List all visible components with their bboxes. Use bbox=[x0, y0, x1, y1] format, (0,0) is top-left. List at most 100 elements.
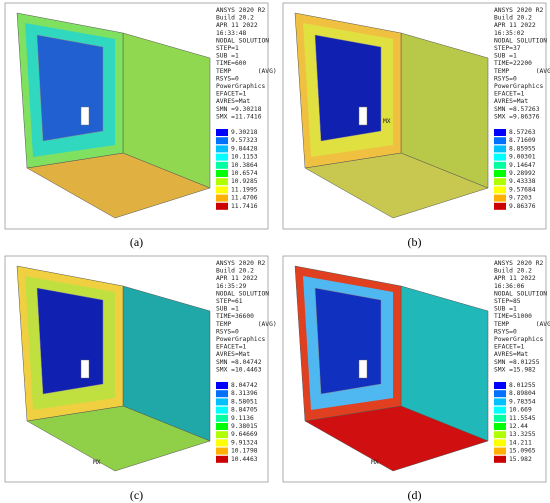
legend-value: 8.89804 bbox=[509, 390, 536, 397]
header-line: SUB =1 bbox=[216, 306, 239, 313]
mx-label: MX bbox=[93, 459, 101, 466]
legend-swatch bbox=[494, 137, 506, 145]
header-line: SUB =1 bbox=[216, 53, 239, 60]
legend-value: 8.57263 bbox=[509, 129, 536, 136]
header-line: STEP=61 bbox=[216, 298, 243, 305]
header-line: TIME=22200 bbox=[494, 60, 532, 67]
legend-swatch bbox=[494, 178, 506, 186]
legend-value: 9.28992 bbox=[509, 170, 536, 177]
panel-caption: (a) bbox=[130, 235, 143, 249]
header-line: RSYS=0 bbox=[494, 75, 517, 82]
header-line: PowerGraphics bbox=[494, 336, 543, 343]
legend-value: 9.00301 bbox=[509, 154, 536, 161]
header-line: TEMP (AVG) bbox=[494, 321, 550, 328]
header-line: ANSYS 2020 R2 bbox=[216, 260, 265, 267]
legend-value: 9.57684 bbox=[509, 186, 536, 193]
legend-swatch bbox=[216, 161, 228, 169]
legend-swatch bbox=[216, 137, 228, 145]
mx-label: MX bbox=[371, 459, 379, 466]
legend-swatch bbox=[216, 382, 228, 389]
legend-value: 15.0965 bbox=[509, 448, 536, 455]
header-line: NODAL SOLUTION bbox=[494, 37, 547, 44]
legend-value: 9.43338 bbox=[509, 178, 536, 185]
window-opening bbox=[80, 106, 90, 126]
header-line: TIME=51000 bbox=[494, 313, 532, 320]
box-window bbox=[314, 34, 382, 142]
legend-value: 15.982 bbox=[509, 456, 532, 463]
legend-value: 11.7416 bbox=[231, 203, 258, 210]
legend-swatch bbox=[494, 186, 506, 194]
header-line: SMN =8.57263 bbox=[494, 106, 540, 113]
legend-swatch bbox=[216, 406, 228, 414]
legend-swatch bbox=[216, 398, 228, 406]
legend-swatch bbox=[216, 423, 228, 430]
legend-value: 10.1798 bbox=[231, 448, 258, 455]
legend-swatch bbox=[494, 170, 506, 177]
header-line: Build 20.2 bbox=[494, 268, 532, 275]
header-line: PowerGraphics bbox=[216, 83, 265, 90]
legend-value: 12.44 bbox=[509, 423, 528, 430]
legend-value: 10.3864 bbox=[231, 162, 258, 169]
legend-value: 9.86376 bbox=[509, 203, 536, 210]
header-line: SMN =8.01255 bbox=[494, 359, 540, 366]
header-line: STEP=1 bbox=[216, 45, 239, 52]
legend-swatch bbox=[216, 194, 228, 202]
header-line: SUB =1 bbox=[494, 306, 517, 313]
legend-value: 8.01255 bbox=[509, 382, 536, 389]
header-line: ANSYS 2020 R2 bbox=[494, 7, 543, 14]
legend-value: 9.1136 bbox=[231, 415, 254, 422]
legend-swatch bbox=[494, 455, 506, 463]
header-line: ANSYS 2020 R2 bbox=[494, 260, 543, 267]
legend-swatch bbox=[494, 153, 506, 161]
header-line: APR 11 2022 bbox=[216, 22, 258, 29]
header-line: ANSYS 2020 R2 bbox=[216, 7, 265, 14]
header-line: NODAL SOLUTION bbox=[216, 290, 269, 297]
header-line: TIME=36600 bbox=[216, 313, 254, 320]
legend-swatch bbox=[494, 202, 506, 210]
header-line: AVRES=Mat bbox=[216, 351, 250, 358]
legend-swatch bbox=[494, 398, 506, 406]
header-line: 16:35:02 bbox=[494, 30, 525, 37]
legend-value: 8.58051 bbox=[231, 398, 258, 405]
legend-value: 9.7203 bbox=[509, 195, 532, 202]
box-window bbox=[314, 287, 382, 395]
legend-value: 11.4706 bbox=[231, 195, 258, 202]
header-line: Build 20.2 bbox=[216, 268, 254, 275]
header-line: STEP=85 bbox=[494, 298, 521, 305]
legend-value: 14.211 bbox=[509, 439, 532, 446]
header-line: TEMP (AVG) bbox=[216, 321, 277, 328]
header-line: AVRES=Mat bbox=[494, 351, 528, 358]
header-line: NODAL SOLUTION bbox=[494, 290, 547, 297]
legend-value: 8.04742 bbox=[231, 382, 258, 389]
legend-value: 9.78354 bbox=[509, 398, 536, 405]
legend-swatch bbox=[494, 161, 506, 169]
header-line: 16:36:06 bbox=[494, 283, 525, 290]
header-line: EFACET=1 bbox=[494, 91, 525, 98]
legend-swatch bbox=[494, 439, 506, 447]
legend-value: 10.1153 bbox=[231, 154, 258, 161]
header-line: EFACET=1 bbox=[216, 344, 247, 351]
box-window bbox=[36, 287, 104, 395]
header-line: STEP=37 bbox=[494, 45, 521, 52]
header-line: SMX =9.86376 bbox=[494, 113, 540, 120]
header-line: RSYS=0 bbox=[216, 328, 239, 335]
legend-swatch bbox=[494, 390, 506, 398]
legend-value: 8.85955 bbox=[509, 145, 536, 152]
header-line: SMX =15.982 bbox=[494, 366, 536, 373]
header-line: RSYS=0 bbox=[216, 75, 239, 82]
legend-value: 9.64669 bbox=[231, 431, 258, 438]
legend-swatch bbox=[216, 153, 228, 161]
legend-value: 13.3255 bbox=[509, 431, 536, 438]
header-line: AVRES=Mat bbox=[494, 98, 528, 105]
legend-swatch bbox=[494, 414, 506, 422]
legend-value: 9.91324 bbox=[231, 439, 258, 446]
legend-value: 10.6574 bbox=[231, 170, 258, 177]
header-line: SMN =9.30218 bbox=[216, 106, 262, 113]
legend-value: 10.4463 bbox=[231, 456, 258, 463]
legend-value: 10.9285 bbox=[231, 178, 258, 185]
legend-swatch bbox=[216, 439, 228, 447]
